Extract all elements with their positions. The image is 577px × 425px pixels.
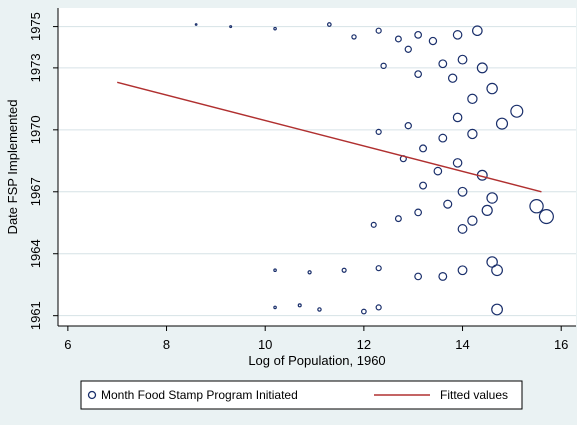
data-point xyxy=(495,117,509,130)
data-point xyxy=(467,93,478,105)
data-point xyxy=(452,112,463,123)
data-point xyxy=(273,26,277,31)
data-point xyxy=(394,215,402,223)
grid-lines xyxy=(58,26,576,317)
data-point xyxy=(307,270,312,275)
data-point xyxy=(529,199,544,214)
x-tick-label: 8 xyxy=(163,337,170,352)
y-tick-label: 1964 xyxy=(28,239,43,268)
data-point xyxy=(438,133,448,143)
data-point xyxy=(404,122,412,130)
data-point xyxy=(414,30,423,39)
data-point xyxy=(404,45,412,53)
axes xyxy=(57,8,576,327)
y-tick-label: 1975 xyxy=(28,12,43,41)
data-point xyxy=(317,307,322,312)
y-tick-label: 1961 xyxy=(28,301,43,330)
fitted-line xyxy=(117,81,542,193)
data-point xyxy=(394,35,402,43)
data-point xyxy=(486,192,498,204)
data-point xyxy=(452,158,463,168)
x-tick-label: 6 xyxy=(64,337,71,352)
data-point xyxy=(457,186,468,197)
legend-label-scatter: Month Food Stamp Program Initiated xyxy=(101,388,298,402)
data-point xyxy=(273,305,277,310)
data-point xyxy=(419,144,428,153)
data-point xyxy=(491,264,503,277)
data-point xyxy=(467,128,478,140)
data-point xyxy=(414,272,423,281)
data-point xyxy=(476,62,488,74)
data-point xyxy=(375,128,382,136)
data-point xyxy=(510,104,524,118)
data-point xyxy=(414,208,423,217)
y-tick-label: 1967 xyxy=(28,177,43,206)
data-point xyxy=(438,272,448,281)
data-point xyxy=(326,22,332,27)
data-point xyxy=(351,34,357,40)
data-point xyxy=(486,82,498,95)
data-point xyxy=(375,27,382,34)
data-point xyxy=(360,308,367,315)
data-point xyxy=(375,265,382,272)
data-point xyxy=(438,59,448,69)
data-point xyxy=(457,54,468,65)
data-point xyxy=(428,36,438,46)
x-tick-label: 14 xyxy=(455,337,469,352)
data-point xyxy=(491,303,503,316)
data-point xyxy=(380,62,387,70)
data-point xyxy=(452,30,463,40)
data-point xyxy=(341,267,347,273)
data-point xyxy=(419,181,428,190)
plot-area xyxy=(58,8,576,326)
y-tick-label: 1973 xyxy=(28,53,43,82)
legend-label-fitted: Fitted values xyxy=(440,388,508,402)
data-point xyxy=(194,23,198,26)
x-tick-label: 16 xyxy=(554,337,568,352)
data-point xyxy=(457,224,468,234)
legend: Month Food Stamp Program Initiated Fitte… xyxy=(80,380,523,410)
data-point xyxy=(433,166,443,176)
data-point xyxy=(538,209,554,225)
data-point xyxy=(472,25,483,37)
data-point xyxy=(443,199,453,209)
data-point xyxy=(457,265,468,276)
fitted-line-layer xyxy=(117,81,542,193)
x-tick-label: 10 xyxy=(258,337,272,352)
legend-scatter-marker xyxy=(87,390,97,400)
x-axis-ticks: 6 8 10 12 14 16 xyxy=(64,326,568,352)
x-axis-title: Log of Population, 1960 xyxy=(248,353,385,368)
x-tick-label: 12 xyxy=(357,337,371,352)
data-point xyxy=(467,215,478,226)
legend-box xyxy=(80,380,523,410)
data-point xyxy=(414,70,423,78)
data-point xyxy=(273,268,277,273)
data-point xyxy=(229,25,233,29)
data-point xyxy=(481,204,493,216)
y-axis-title: Date FSP Implemented xyxy=(5,100,20,235)
y-axis-ticks: 1961 1964 1967 1970 1973 1975 xyxy=(28,12,58,330)
data-point xyxy=(447,73,458,83)
data-point xyxy=(370,221,377,228)
data-point xyxy=(297,303,302,308)
data-point xyxy=(375,304,382,311)
y-tick-label: 1970 xyxy=(28,115,43,144)
scatter-points xyxy=(194,22,554,316)
